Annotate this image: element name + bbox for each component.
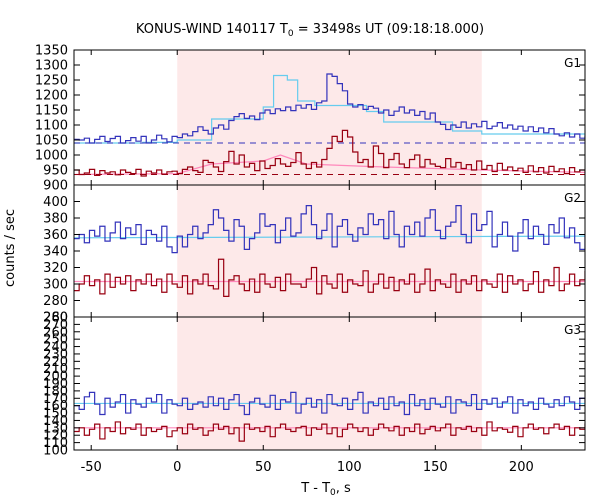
y-tick-label: 1350: [35, 44, 68, 59]
x-axis-label-rest: , s: [336, 481, 351, 496]
count-rate-g1-2: [74, 129, 585, 177]
y-tick-label: 260: [43, 311, 68, 326]
y-tick-label: 400: [43, 195, 68, 210]
count-rate-g3-2: [74, 421, 585, 442]
y-tick-label: 160: [43, 399, 68, 414]
panel-g3-traces: [74, 391, 585, 442]
y-tick-label: 360: [43, 228, 68, 243]
y-tick-label: 1100: [35, 119, 68, 134]
fit-line-g2-1: [74, 235, 585, 239]
y-tick-label: 1150: [35, 104, 68, 119]
y-tick-label: 1200: [35, 89, 68, 104]
y-tick-label: 240: [43, 340, 68, 355]
y-tick-label: 300: [43, 278, 68, 293]
count-rate-g1-1: [74, 73, 585, 144]
y-axis-label: counts / sec: [3, 209, 18, 287]
panel-label-g1: G1: [564, 56, 581, 70]
panel-g3: 1001101201301401501601701801902002102202…: [43, 311, 586, 459]
x-tick-label: 200: [509, 460, 534, 475]
y-tick-label: 340: [43, 245, 68, 260]
chart-title-main: KONUS-WIND 140117 T: [136, 22, 288, 37]
y-tick-label: 1250: [35, 74, 68, 89]
x-axis-label-subscript: 0: [330, 488, 336, 498]
count-rate-g2-1: [74, 205, 585, 254]
y-tick-label: 200: [43, 370, 68, 385]
y-tick-label: 280: [43, 294, 68, 309]
fit-line-g1-1: [74, 74, 585, 144]
y-tick-label: 120: [43, 429, 68, 444]
y-tick-label: 1000: [35, 149, 68, 164]
y-tick-label: 250: [43, 333, 68, 348]
panel-label-g3: G3: [564, 323, 581, 337]
panel-g2-traces: [74, 205, 585, 297]
chart-title-rest: = 33498s UT (09:18:18.000): [294, 22, 484, 37]
y-tick-label: 280: [43, 311, 68, 326]
count-rate-g3-1: [74, 391, 585, 416]
x-tick-label: -50: [81, 460, 102, 475]
x-tick-label: 100: [337, 460, 362, 475]
y-tick-label: 230: [43, 347, 68, 362]
y-tick-label: 190: [43, 377, 68, 392]
y-tick-label: 1300: [35, 59, 68, 74]
count-rate-g2-2: [74, 258, 585, 297]
y-tick-label: 170: [43, 392, 68, 407]
panel-label-g2: G2: [564, 191, 581, 205]
chart-title: KONUS-WIND 140117 T0 = 33498s UT (09:18:…: [136, 22, 484, 39]
y-tick-label: 900: [43, 179, 68, 194]
y-tick-label: 260: [43, 325, 68, 340]
fit-line-g1-2: [74, 154, 585, 176]
panel-g1-traces: [74, 73, 585, 177]
y-tick-label: 110: [43, 436, 68, 451]
y-tick-label: 320: [43, 261, 68, 276]
y-tick-label: 1050: [35, 134, 68, 149]
x-axis-label-main: T - T: [300, 481, 330, 496]
y-tick-label: 950: [43, 164, 68, 179]
plot-panels: 90095010001050110011501200125013001350G1…: [35, 44, 586, 475]
y-tick-label: 180: [43, 384, 68, 399]
y-tick-label: 380: [43, 212, 68, 227]
y-tick-label: 100: [43, 444, 68, 459]
x-tick-label: 150: [423, 460, 448, 475]
x-tick-label: 0: [173, 460, 181, 475]
y-tick-label: 210: [43, 362, 68, 377]
y-tick-label: 140: [43, 414, 68, 429]
chart-title-subscript: 0: [288, 29, 294, 39]
y-tick-label: 150: [43, 407, 68, 422]
y-tick-label: 270: [43, 318, 68, 333]
shaded-interval: [177, 50, 482, 450]
y-tick-label: 220: [43, 355, 68, 370]
y-tick-label: 130: [43, 421, 68, 436]
x-tick-label: 50: [255, 460, 272, 475]
x-axis-label: T - T0, s: [300, 481, 351, 498]
